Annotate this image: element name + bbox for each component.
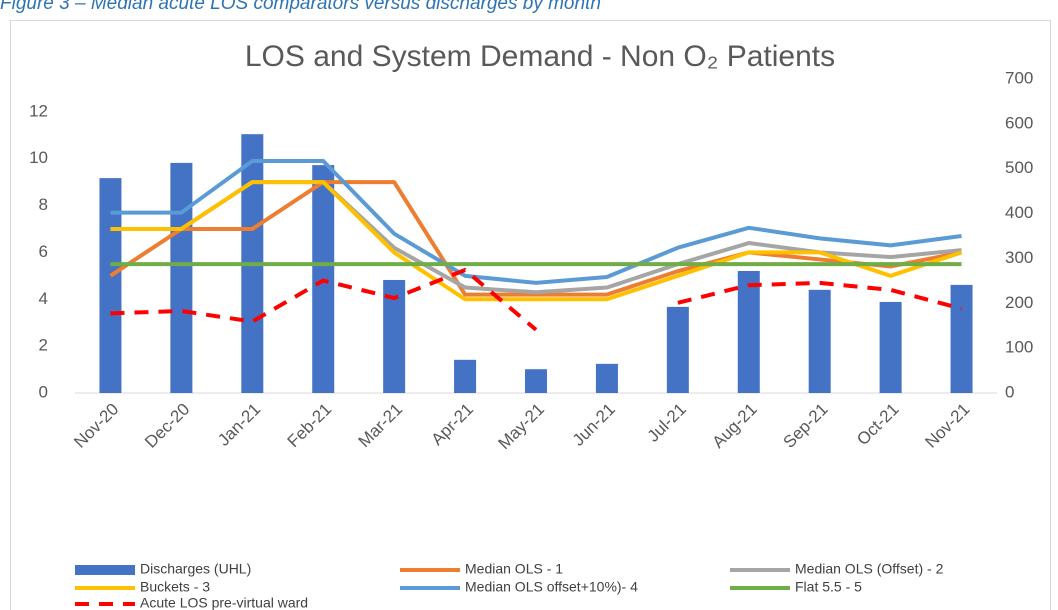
y-tick-label: 10 [29, 148, 48, 167]
legend-label: Median OLS - 1 [465, 561, 563, 577]
bar [808, 289, 831, 393]
y2-tick-label: 100 [1005, 338, 1033, 357]
bar [737, 270, 760, 393]
legend-label: Discharges (UHL) [140, 561, 251, 577]
chart-frame [10, 20, 1051, 610]
bar [950, 284, 973, 393]
x-tick-label: Jan-21 [214, 400, 264, 450]
bar [595, 363, 618, 393]
y-tick-label: 6 [39, 242, 48, 261]
line-series [110, 180, 963, 302]
x-tick-label: Dec-20 [141, 400, 193, 452]
x-tick-label: Jun-21 [569, 400, 619, 450]
bar [454, 359, 477, 393]
bar [383, 279, 406, 393]
x-tick-label: Feb-21 [284, 400, 336, 452]
x-tick-label: Sep-21 [779, 400, 831, 452]
chart-title: LOS and System Demand - Non O₂ Patients [245, 40, 835, 73]
bar [879, 301, 902, 393]
y-tick-label: 4 [39, 289, 48, 308]
line-series [110, 180, 962, 295]
bar [170, 162, 193, 393]
legend-label: Acute LOS pre-virtual ward [140, 595, 308, 610]
legend-label: Buckets - 3 [140, 579, 210, 595]
line-series [109, 180, 962, 297]
bar [99, 178, 122, 393]
y2-tick-label: 0 [1005, 382, 1014, 401]
legend-label: Flat 5.5 - 5 [795, 579, 862, 595]
x-tick-label: Nov-21 [921, 400, 973, 452]
bar [525, 369, 547, 393]
y2-tick-label: 500 [1005, 158, 1033, 177]
y-tick-label: 12 [29, 101, 48, 120]
y-tick-label: 2 [39, 336, 48, 355]
bar [666, 306, 689, 393]
x-tick-label: Nov-20 [70, 400, 122, 452]
x-tick-label: Jul-21 [644, 400, 690, 446]
x-tick-label: May-21 [494, 400, 548, 454]
x-tick-label: Oct-21 [853, 400, 903, 450]
y2-tick-label: 400 [1005, 203, 1033, 222]
y2-tick-label: 300 [1005, 248, 1033, 267]
legend-swatch [75, 565, 135, 575]
y2-tick-label: 200 [1005, 293, 1033, 312]
legend-label: Median OLS offset+10%)- 4 [465, 579, 638, 595]
y2-tick-label: 700 [1005, 68, 1033, 87]
figure-caption: Figure 3 – Median acute LOS comparators … [0, 0, 601, 14]
y-tick-label: 8 [39, 195, 48, 214]
x-tick-label: Aug-21 [709, 400, 761, 452]
y-tick-label: 0 [39, 382, 48, 401]
x-tick-label: Mar-21 [355, 400, 407, 452]
legend-label: Median OLS (Offset) - 2 [795, 561, 944, 577]
x-tick-label: Apr-21 [428, 400, 478, 450]
line-series [110, 267, 963, 332]
y2-tick-label: 600 [1005, 113, 1033, 132]
line-series [110, 159, 962, 285]
